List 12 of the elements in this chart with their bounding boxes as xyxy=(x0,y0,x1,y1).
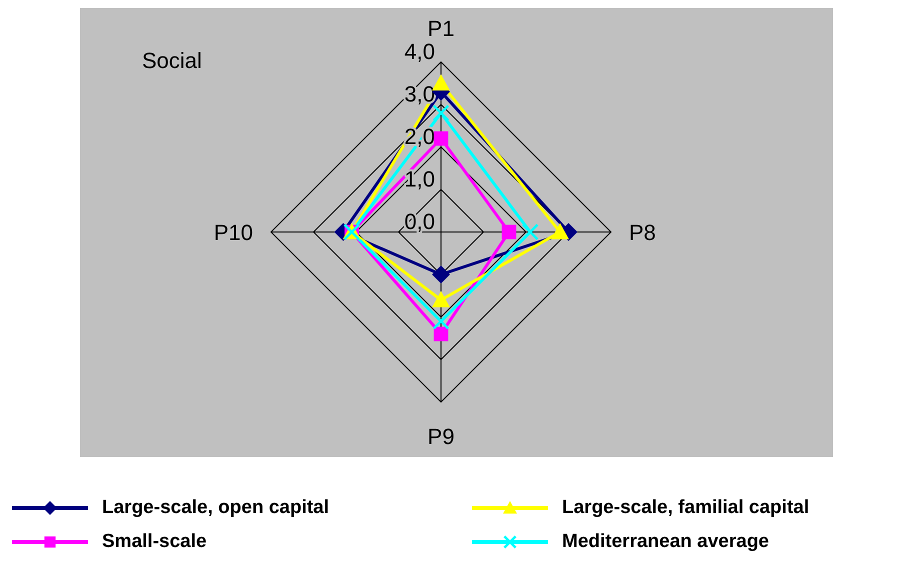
legend-label: Mediterranean average xyxy=(562,531,769,553)
text: Social xyxy=(142,48,202,74)
y-tick-label: 0,0 xyxy=(404,209,435,234)
y-tick-label: 4,0 xyxy=(404,39,435,64)
spoke-label: P10 xyxy=(214,220,253,245)
legend-label: Large-scale, open capital xyxy=(102,497,330,519)
y-tick-label: 1,0 xyxy=(404,166,435,192)
spoke-label: P1 xyxy=(428,16,454,41)
spoke-label: P9 xyxy=(428,424,454,449)
legend-label: Small-scale xyxy=(102,531,207,553)
legend-label: Large-scale, familial capital xyxy=(562,497,810,519)
spoke-label: P8 xyxy=(629,220,656,245)
